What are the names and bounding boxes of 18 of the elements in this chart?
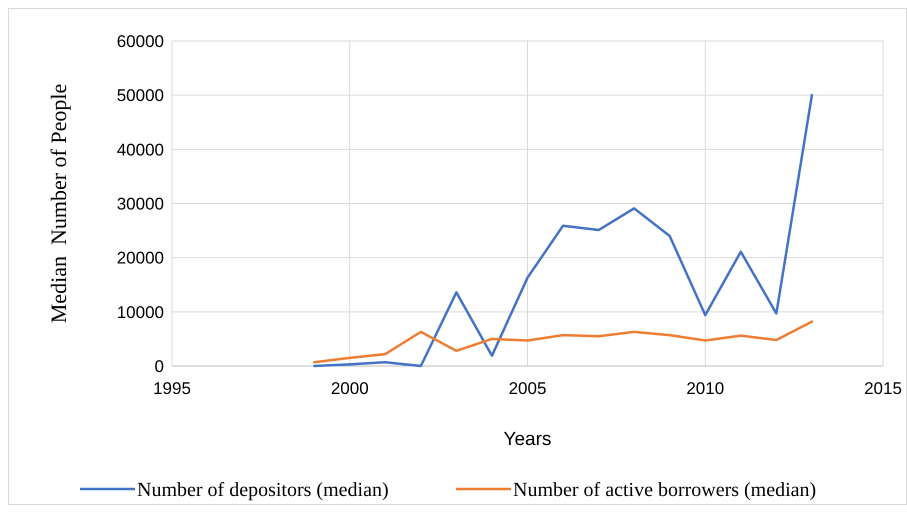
x-axis-title: Years (504, 429, 552, 450)
x-tick-label: 2015 (864, 379, 902, 398)
y-tick-label: 0 (154, 356, 164, 376)
y-tick-label: 60000 (116, 32, 164, 51)
line-series (312, 320, 814, 364)
legend-label: Number of active borrowers (median) (513, 479, 816, 501)
line-series (312, 94, 814, 368)
y-tick-label: 10000 (116, 302, 164, 322)
legend-label: Number of depositors (median) (137, 479, 389, 501)
x-tick-label: 2005 (508, 379, 546, 398)
y-tick-label: 20000 (116, 248, 164, 268)
y-tick-label: 40000 (116, 140, 164, 160)
y-tick-label: 30000 (116, 194, 164, 214)
y-tick-label: 50000 (116, 86, 164, 106)
x-tick-label: 1995 (153, 379, 191, 398)
x-tick-label: 2000 (330, 379, 369, 398)
x-tick-label: 2010 (686, 379, 724, 398)
y-axis-title: Median Number of People (46, 84, 71, 324)
